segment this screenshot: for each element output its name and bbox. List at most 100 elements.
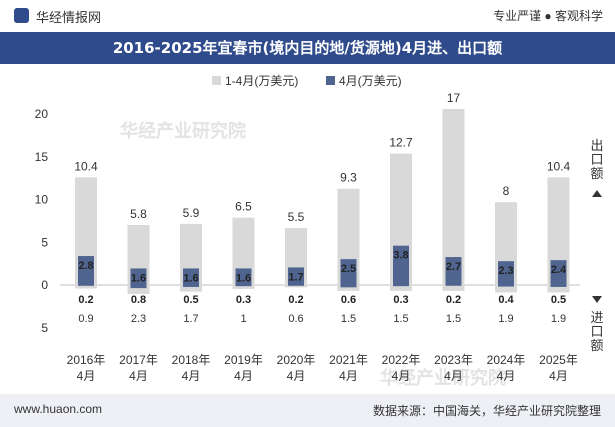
data-label-cumulative-import: 1.5 — [393, 313, 408, 325]
arrow-up-icon — [592, 190, 602, 197]
data-label-monthly-export: 1.7 — [288, 271, 303, 283]
watermark-text: 华经产业研究院 — [380, 367, 506, 388]
bar-cumulative-import — [495, 285, 517, 293]
bar-monthly-import — [288, 285, 304, 286]
x-tick-label: 2018年 — [172, 353, 211, 367]
bar-cumulative-export — [442, 109, 465, 285]
x-tick-label: 2021年 — [329, 353, 368, 367]
export-axis-label: 出 — [590, 138, 603, 153]
x-tick-label: 4月 — [339, 369, 358, 383]
x-tick-label: 2023年 — [434, 353, 473, 367]
bar-cumulative-import — [180, 285, 202, 292]
export-axis-label: 口 — [590, 152, 603, 167]
top-bar: 华经情报网 专业严谨 ● 客观科学 — [0, 0, 615, 30]
bar-cumulative-import — [127, 285, 150, 294]
legend-label-0: 1-4月(万美元) — [225, 74, 298, 88]
export-axis-label: 额 — [590, 166, 603, 181]
data-label-cumulative-export: 10.4 — [547, 159, 571, 173]
import-axis-label: 口 — [590, 324, 603, 339]
bar-monthly-export — [78, 256, 94, 285]
chart-title: 2016-2025年宜春市(境内目的地/货源地)4月进、出口额 — [0, 32, 615, 64]
x-tick-label: 4月 — [287, 369, 306, 383]
logo-icon — [14, 8, 29, 23]
y-tick-label: 10 — [35, 193, 49, 207]
data-label-monthly-import: 0.5 — [551, 294, 566, 306]
bar-monthly-export — [550, 260, 567, 285]
legend-swatch-1 — [326, 76, 335, 85]
data-label-monthly-import: 0.2 — [288, 294, 303, 306]
data-label-monthly-export: 2.3 — [498, 265, 513, 277]
data-label-monthly-export: 2.8 — [78, 260, 93, 272]
bar-cumulative-import — [547, 285, 570, 293]
bar-cumulative-export — [547, 177, 570, 285]
bar-monthly-import — [235, 285, 252, 287]
data-label-monthly-export: 3.8 — [393, 250, 408, 262]
bar-cumulative-import — [390, 285, 412, 291]
arrow-down-icon — [592, 296, 602, 303]
bar-monthly-export — [130, 268, 147, 285]
data-label-cumulative-import: 1.9 — [498, 313, 513, 325]
data-label-cumulative-export: 8 — [503, 184, 510, 198]
bar-cumulative-import — [442, 285, 465, 291]
y-tick-label: 20 — [35, 107, 49, 121]
watermark-text: 华经产业研究院 — [120, 120, 246, 141]
bar-cumulative-import — [285, 285, 307, 288]
data-label-cumulative-import: 1.5 — [446, 313, 461, 325]
bar-monthly-export — [498, 261, 514, 285]
brand-name: 华经情报网 — [36, 10, 102, 25]
bar-monthly-export — [183, 268, 199, 285]
data-label-cumulative-export: 12.7 — [389, 136, 413, 150]
x-tick-label: 4月 — [234, 369, 253, 383]
bar-monthly-import — [550, 285, 567, 287]
y-tick-label: 5 — [41, 235, 48, 249]
data-label-cumulative-export: 5.5 — [288, 210, 305, 224]
bar-monthly-import — [183, 285, 199, 287]
import-axis-label: 额 — [590, 338, 603, 353]
data-label-monthly-import: 0.3 — [236, 294, 251, 306]
data-label-cumulative-export: 6.5 — [235, 200, 252, 214]
data-label-monthly-export: 1.6 — [131, 272, 146, 284]
data-label-cumulative-import: 1.7 — [183, 313, 198, 325]
data-label-monthly-export: 1.6 — [183, 272, 198, 284]
data-label-cumulative-export: 9.3 — [340, 171, 357, 185]
data-label-monthly-import: 0.2 — [446, 294, 461, 306]
footer-website: www.huaon.com — [14, 402, 103, 416]
data-label-monthly-export: 2.4 — [551, 264, 567, 276]
data-label-monthly-import: 0.2 — [78, 294, 93, 306]
data-label-cumulative-export: 10.4 — [74, 159, 98, 173]
x-tick-label: 4月 — [77, 369, 96, 383]
x-tick-label: 4月 — [182, 369, 201, 383]
bar-monthly-export — [288, 267, 304, 285]
x-tick-label: 2020年 — [277, 353, 316, 367]
x-tick-label: 4月 — [444, 369, 463, 383]
y-tick-label: 5 — [41, 321, 48, 335]
data-label-monthly-import: 0.4 — [498, 294, 514, 306]
bar-monthly-import — [340, 285, 357, 288]
data-label-cumulative-import: 2.3 — [131, 313, 146, 325]
bar-monthly-import — [78, 285, 94, 286]
bar-monthly-import — [130, 285, 147, 289]
footer: www.huaon.com 数据来源：中国海关，华经产业研究院整理 — [0, 394, 615, 427]
x-tick-label: 4月 — [129, 369, 148, 383]
data-label-monthly-import: 0.8 — [131, 294, 146, 306]
bar-cumulative-import — [337, 285, 360, 291]
x-tick-label: 2016年 — [67, 353, 106, 367]
x-tick-label: 2022年 — [382, 353, 421, 367]
data-label-monthly-export: 2.5 — [341, 263, 356, 275]
bar-monthly-import — [498, 285, 514, 287]
legend-swatch-0 — [212, 76, 221, 85]
data-label-monthly-import: 0.3 — [393, 294, 408, 306]
data-label-monthly-import: 0.6 — [341, 294, 356, 306]
data-label-cumulative-export: 17 — [447, 91, 461, 105]
data-label-monthly-import: 0.5 — [183, 294, 198, 306]
x-tick-label: 2019年 — [224, 353, 263, 367]
bar-monthly-import — [445, 285, 462, 286]
data-label-monthly-export: 1.6 — [236, 272, 251, 284]
data-label-cumulative-export: 5.9 — [183, 206, 200, 220]
data-label-cumulative-import: 0.9 — [78, 313, 93, 325]
data-label-cumulative-import: 1 — [240, 313, 246, 325]
data-label-monthly-export: 2.7 — [446, 261, 461, 273]
bar-cumulative-export — [232, 217, 255, 285]
